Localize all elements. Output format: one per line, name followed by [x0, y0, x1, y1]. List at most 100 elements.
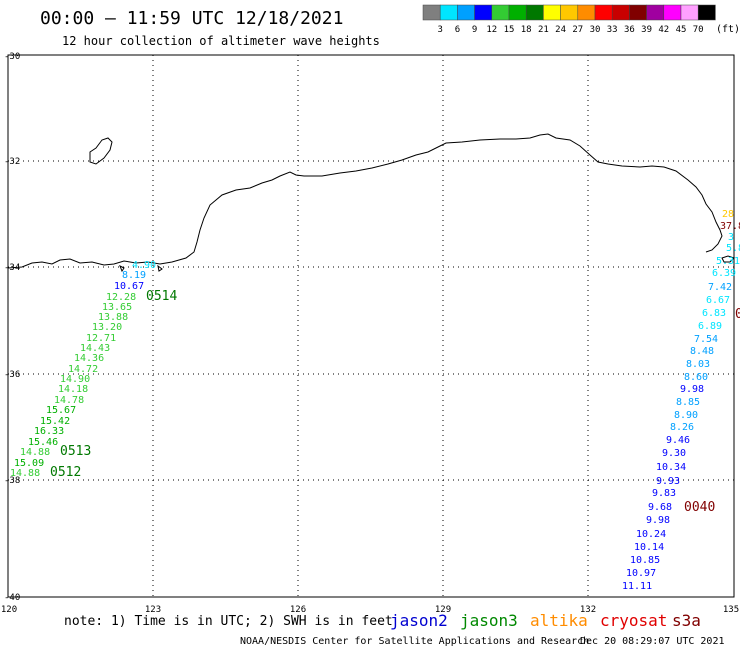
wave-height-value: 16.33	[34, 426, 64, 437]
lon-label: 129	[435, 605, 451, 615]
wave-height-value: 13.20	[92, 322, 122, 333]
longitude-labels: 120 123 126 129 132 135	[1, 605, 739, 615]
colorbar-swatch	[439, 4, 458, 21]
colorbar-swatch	[525, 4, 544, 21]
colorbar-swatch	[646, 4, 665, 21]
colorbar-swatch	[422, 4, 441, 21]
colorbar-swatch	[474, 4, 493, 21]
lon-label: 132	[580, 605, 596, 615]
wave-height-value: 3	[728, 232, 734, 243]
pass-time-label: 0040	[684, 500, 715, 515]
east-track-values: 2837.835.85.316.397.426.676.836.897.548.…	[622, 209, 740, 592]
wave-height-value: 11.11	[622, 581, 652, 592]
wave-height-value: 9.83	[652, 488, 676, 499]
colorbar-tick-label: 42	[658, 25, 669, 35]
wave-height-value: 10.34	[656, 462, 686, 473]
wave-height-value: 15.67	[46, 405, 76, 416]
lat-label: -32	[4, 157, 20, 167]
island	[89, 137, 113, 165]
colorbar-swatch	[663, 4, 682, 21]
wave-height-value: 8.19	[122, 270, 146, 281]
lat-label: -40	[4, 593, 20, 603]
lat-label: -36	[4, 370, 20, 380]
footer-credit: NOAA/NESDIS Center for Satellite Applica…	[240, 636, 589, 647]
colorbar-unit-label: (ft)	[716, 24, 740, 35]
footer-timestamp: Dec 20 08:29:07 UTC 2021	[580, 636, 725, 647]
wave-height-value: 14.88	[10, 468, 40, 479]
colorbar-swatch	[611, 4, 630, 21]
satellite-legend-jason3: jason3	[460, 611, 518, 630]
wave-height-value: 5.8	[726, 243, 740, 254]
wave-height-value: 10.14	[634, 542, 664, 553]
lon-label: 126	[290, 605, 306, 615]
wave-height-value: 14.90	[60, 374, 90, 385]
colorbar-tick-label: 39	[641, 25, 652, 35]
wave-height-value: 5.31	[716, 256, 740, 267]
wave-height-value: 15.09	[14, 458, 44, 469]
colorbar-swatch	[457, 4, 475, 21]
colorbar-swatch	[560, 4, 579, 21]
wave-height-value: 8.03	[686, 359, 710, 370]
satellite-legend-s3a: s3a	[672, 611, 701, 630]
wave-height-value: 12.71	[86, 333, 116, 344]
wave-height-value: 9.30	[662, 448, 686, 459]
wave-height-value: 10.85	[630, 555, 660, 566]
wave-height-value: 6.39	[712, 268, 736, 279]
colorbar-tick-label: 12	[486, 25, 497, 35]
colorbar-tick-label: 24	[555, 25, 566, 35]
map-note: note: 1) Time is in UTC; 2) SWH is in fe…	[64, 614, 393, 629]
lon-label: 135	[723, 605, 739, 615]
graticule	[8, 55, 734, 597]
wave-height-value: 37.8	[720, 221, 740, 232]
west-track-values: 4.908.1910.6712.2813.6513.8813.2012.7114…	[10, 260, 156, 479]
lat-label: -38	[4, 476, 20, 486]
wave-height-value: 6.67	[706, 295, 730, 306]
lat-label: -30	[4, 52, 20, 62]
colorbar-tick-label: 3	[437, 25, 442, 35]
colorbar-swatch	[594, 4, 613, 21]
colorbar-swatch	[543, 4, 561, 21]
map-frame	[7, 54, 735, 598]
satellite-legend: jason2 jason3 altika cryosat s3a	[390, 611, 701, 630]
colorbar-tick-label: 45	[676, 25, 687, 35]
satellite-legend-jason2: jason2	[390, 611, 448, 630]
wave-height-value: 4.90	[132, 260, 156, 271]
wave-height-value: 9.98	[680, 384, 704, 395]
colorbar-swatch	[680, 4, 699, 21]
colorbar-swatch	[491, 4, 510, 21]
wave-height-value: 14.43	[80, 343, 110, 354]
edge-pass-label: 0	[735, 307, 740, 322]
pass-time-labels: 0514 0513 0512 0040	[50, 289, 715, 515]
wave-height-value: 8.60	[684, 372, 708, 383]
wave-height-colorbar: 3 6 9 12 15 18 21 24 27 30 33 36 39 42 45 70	[422, 4, 716, 35]
wave-height-value: 28	[722, 209, 734, 220]
wave-height-value: 10.24	[636, 529, 666, 540]
colorbar-tick-label: 21	[538, 25, 549, 35]
wave-height-value: 6.83	[702, 308, 726, 319]
latitude-labels: -30 -32 -34 -36 -38 -40	[4, 52, 20, 603]
colorbar-swatch	[629, 4, 647, 21]
map-title: 00:00 – 11:59 UTC 12/18/2021	[40, 8, 343, 29]
wave-height-value: 13.88	[98, 312, 128, 323]
colorbar-tick-label: 33	[607, 25, 618, 35]
lon-label: 123	[145, 605, 161, 615]
pass-time-label: 0512	[50, 465, 81, 480]
colorbar-tick-label: 30	[590, 25, 601, 35]
colorbar-tick-label: 18	[521, 25, 532, 35]
wave-height-value: 14.18	[58, 384, 88, 395]
wave-height-value: 8.48	[690, 346, 714, 357]
wave-height-value: 10.67	[114, 281, 144, 292]
colorbar-tick-label: 6	[455, 25, 460, 35]
wave-height-value: 9.46	[666, 435, 690, 446]
wave-height-value: 14.36	[74, 353, 104, 364]
wave-height-value: 12.28	[106, 292, 136, 303]
colorbar-tick-label: 9	[472, 25, 477, 35]
colorbar-swatch	[697, 4, 716, 21]
coastline	[7, 133, 723, 269]
pass-time-label: 0514	[146, 289, 177, 304]
wave-height-value: 13.65	[102, 302, 132, 313]
wave-height-value: 8.90	[674, 410, 698, 421]
colorbar-tick-label: 15	[504, 25, 515, 35]
wave-height-value: 15.42	[40, 416, 70, 427]
